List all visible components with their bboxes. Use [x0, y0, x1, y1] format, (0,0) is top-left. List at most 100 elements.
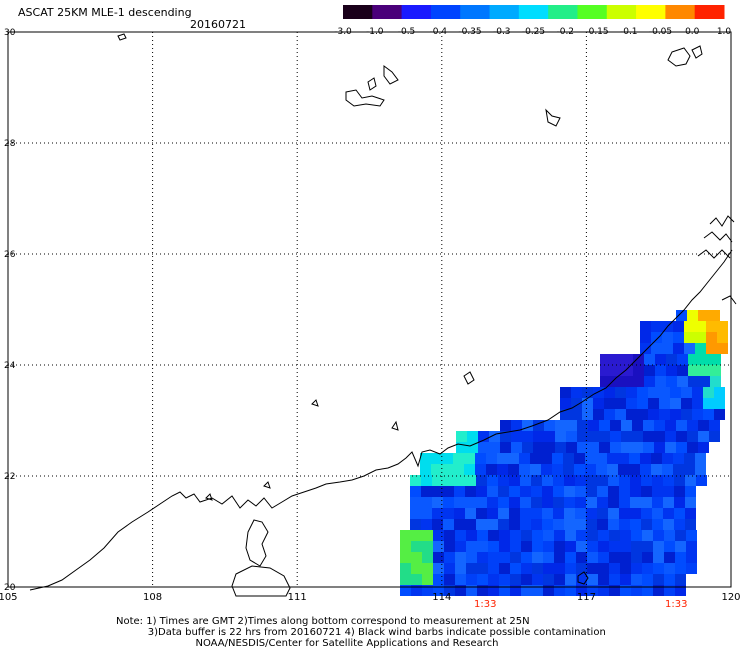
swath-cell [575, 475, 586, 486]
swath-cell [675, 541, 686, 552]
swath-cell [637, 409, 648, 420]
swath-cell [717, 343, 728, 354]
swath-cell [688, 376, 699, 387]
swath-cell [566, 431, 577, 442]
swath-cell [411, 552, 422, 563]
swath-cell [610, 420, 621, 431]
swath-cell [455, 530, 466, 541]
swath-cell [611, 376, 622, 387]
swath-cell [532, 574, 543, 585]
swath-cell [597, 519, 608, 530]
swath-cell [619, 475, 630, 486]
swath-cell [664, 530, 675, 541]
swath-cell [465, 508, 476, 519]
swath-cell [665, 431, 676, 442]
swath-cell [633, 376, 644, 387]
swath-cell [586, 475, 597, 486]
swath-cell [666, 365, 677, 376]
swath-cell [684, 343, 695, 354]
swath-cell [464, 453, 475, 464]
swath-cell [486, 464, 497, 475]
swath-cell [640, 332, 651, 343]
swath-cell [486, 453, 497, 464]
swath-cell [665, 420, 676, 431]
swath-cell [695, 453, 706, 464]
swath-cell [643, 420, 654, 431]
swath-cell [566, 420, 577, 431]
swath-cell [444, 541, 455, 552]
swath-cell [422, 530, 433, 541]
swath-cell [411, 541, 422, 552]
swath-cell [466, 563, 477, 574]
swath-cell [629, 453, 640, 464]
swath-cell [598, 530, 609, 541]
swath-cell [686, 530, 697, 541]
swath-cell [598, 574, 609, 585]
swath-cell [442, 464, 453, 475]
swath-cell [465, 519, 476, 530]
note-line-3: NOAA/NESDIS/Center for Satellite Applica… [195, 638, 499, 649]
swath-cell [588, 442, 599, 453]
swath-cell [499, 574, 510, 585]
swath-cell [453, 464, 464, 475]
swath-cell [666, 354, 677, 365]
swath-cell [706, 321, 717, 332]
swath-cell [654, 442, 665, 453]
swath-cell [511, 431, 522, 442]
swath-cell [552, 453, 563, 464]
swath-cell [511, 442, 522, 453]
swath-cell [662, 453, 673, 464]
swath-cell [610, 442, 621, 453]
swath-cell [422, 552, 433, 563]
swath-cell [599, 442, 610, 453]
swath-cell [455, 552, 466, 563]
swath-cell [687, 310, 698, 321]
swath-cell [520, 497, 531, 508]
swath-cell [498, 475, 509, 486]
swath-cell [553, 497, 564, 508]
swath-cell [622, 376, 633, 387]
swath-cell [432, 519, 443, 530]
swath-cell [565, 585, 576, 596]
swath-cell [466, 541, 477, 552]
swath-cell [673, 332, 684, 343]
colorbar-swatch [665, 5, 696, 19]
swath-cell [488, 563, 499, 574]
swath-cell [411, 574, 422, 585]
swath-cell [563, 464, 574, 475]
swath-cell [651, 332, 662, 343]
swath-cell [543, 541, 554, 552]
swath-cell [465, 486, 476, 497]
swath-cell [531, 475, 542, 486]
swath-cell [626, 409, 637, 420]
swath-cell [411, 563, 422, 574]
colorbar-swatch [577, 5, 608, 19]
swath-cell [586, 497, 597, 508]
swath-cell [675, 530, 686, 541]
swath-cell [476, 475, 487, 486]
swath-cell [499, 541, 510, 552]
swath-cell [531, 508, 542, 519]
swath-cell [675, 585, 686, 596]
swath-cell [662, 343, 673, 354]
swath-cell [553, 486, 564, 497]
swath-cell [622, 354, 633, 365]
swath-cell [674, 508, 685, 519]
swath-cell [621, 420, 632, 431]
swath-cell [685, 508, 696, 519]
swath-cell [510, 574, 521, 585]
swath-cell [564, 486, 575, 497]
swath-cell [604, 398, 615, 409]
swath-cell [692, 387, 703, 398]
swath-cell [675, 563, 686, 574]
swath-cell [577, 431, 588, 442]
swath-cell [684, 332, 695, 343]
swath-cell [609, 563, 620, 574]
swath-cell [571, 398, 582, 409]
swath-cell [520, 475, 531, 486]
swath-cell [618, 464, 629, 475]
swath-cell [717, 332, 728, 343]
colorbar-swatch [460, 5, 491, 19]
swath-cell [664, 541, 675, 552]
swath-cell [489, 431, 500, 442]
